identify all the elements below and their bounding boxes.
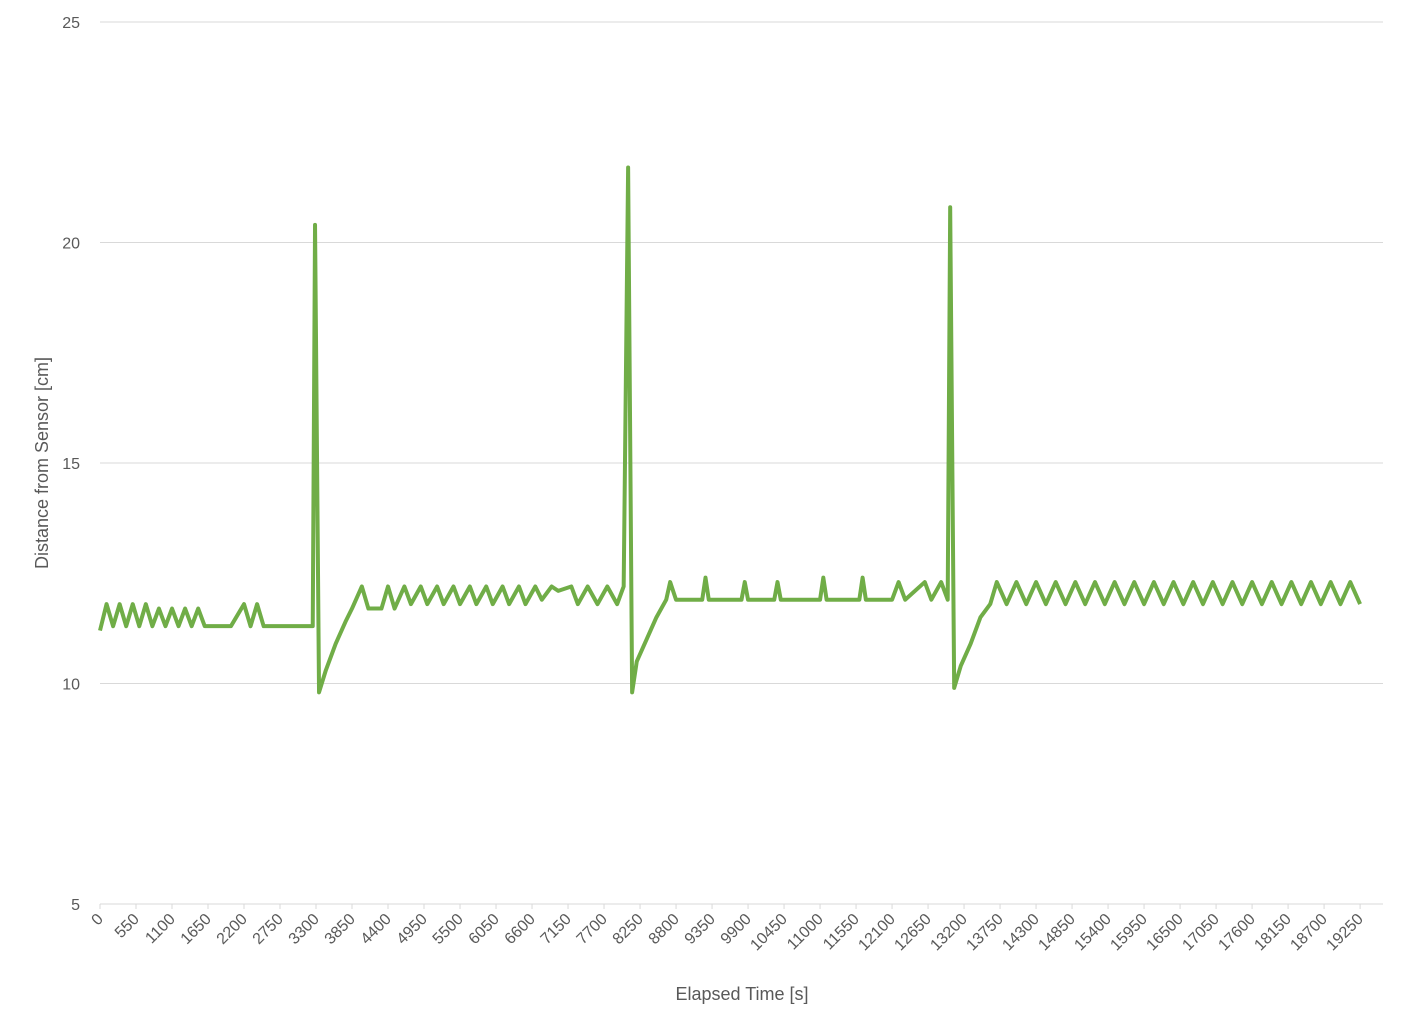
- x-tick-label: 18700: [1287, 911, 1331, 955]
- x-tick-label: 14850: [1035, 911, 1079, 955]
- x-tick-label: 550: [112, 911, 143, 942]
- x-tick-label: 6600: [502, 911, 539, 948]
- y-tick-label: 25: [62, 15, 80, 32]
- x-tick-label: 11550: [820, 911, 863, 954]
- data-line: [98, 165, 1362, 695]
- x-tick-label: 17600: [1215, 911, 1259, 955]
- x-tick-label: 5500: [430, 911, 467, 948]
- y-tick-label: 20: [62, 236, 80, 253]
- x-tick-label: 7150: [538, 911, 575, 948]
- y-axis-label: Distance from Sensor [cm]: [32, 357, 52, 569]
- x-tick-label: 18150: [1251, 911, 1295, 955]
- x-tick-label: 4950: [394, 911, 431, 948]
- x-tick-label: 13750: [963, 911, 1007, 955]
- x-tick-label: 9350: [682, 911, 719, 948]
- x-tick-label: 3850: [322, 911, 359, 948]
- x-axis-label: Elapsed Time [s]: [675, 984, 808, 1004]
- x-tick-label: 15950: [1107, 911, 1151, 955]
- x-tick-label: 15400: [1071, 911, 1115, 955]
- x-tick-label: 17050: [1179, 911, 1223, 955]
- x-tick-label: 1650: [178, 911, 215, 948]
- x-tick-label: 19250: [1323, 911, 1367, 955]
- x-tick-label: 13200: [927, 911, 971, 955]
- x-tick-label: 14300: [999, 911, 1043, 955]
- x-tick-label: 0: [89, 911, 107, 929]
- y-tick-label: 10: [62, 677, 80, 694]
- x-tick-label: 16500: [1143, 911, 1187, 955]
- x-tick-label: 8250: [610, 911, 647, 948]
- y-tick-label: 5: [71, 897, 80, 914]
- x-tick-label: 2750: [250, 911, 287, 948]
- x-tick-label: 8800: [646, 911, 683, 948]
- x-tick-label: 12100: [855, 911, 899, 955]
- x-tick-label: 3300: [286, 911, 323, 948]
- x-tick-label: 6050: [466, 911, 503, 948]
- x-tick-label: 11000: [784, 911, 827, 954]
- x-tick-label: 7700: [574, 911, 611, 948]
- y-tick-label: 15: [62, 456, 80, 473]
- x-tick-label: 4400: [358, 911, 395, 948]
- x-tick-label: 10450: [747, 911, 791, 955]
- x-tick-label: 1100: [142, 911, 178, 947]
- x-tick-label: 2200: [214, 911, 251, 948]
- x-tick-label: 12650: [891, 911, 935, 955]
